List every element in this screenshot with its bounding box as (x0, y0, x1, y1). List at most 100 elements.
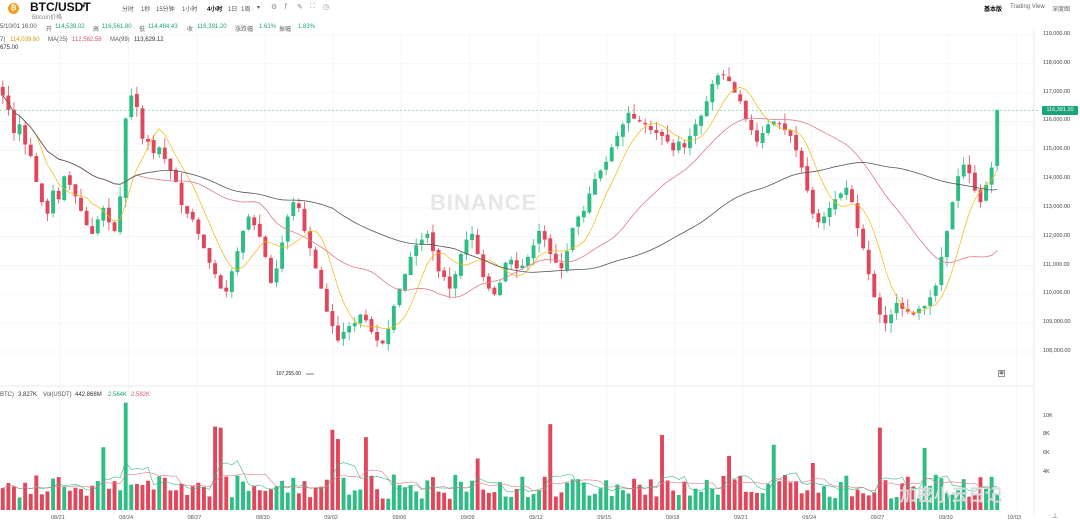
volume-bar (229, 497, 234, 510)
ohlc-open: 114,539.02 (55, 24, 85, 30)
candle-body (285, 216, 290, 242)
candle-body (425, 233, 430, 238)
candle-body (56, 190, 61, 200)
clock-icon[interactable]: ◷ (323, 4, 330, 11)
candle-body (872, 273, 877, 298)
candle-body (274, 268, 279, 283)
volume-bar (805, 490, 810, 510)
interval-tab-1h[interactable]: 1小时 (182, 7, 198, 13)
tab-basic[interactable]: 基本版 (984, 7, 1003, 13)
candle-body (984, 184, 988, 201)
volume-bar (637, 484, 642, 510)
symbol-dropdown-caret-icon[interactable]: ▾ (82, 3, 86, 10)
candle-body (671, 142, 676, 151)
volume-bar (296, 493, 301, 510)
volume-bar (531, 494, 536, 510)
volume-bar (766, 483, 771, 510)
drawing-icon[interactable]: ✎ (297, 4, 303, 11)
indicator-icon[interactable]: ƒ (284, 3, 288, 10)
candle-body (363, 314, 368, 321)
volume-bar (956, 490, 961, 510)
interval-tab-1s[interactable]: 1秒 (141, 7, 151, 13)
candle-body (794, 135, 799, 151)
candle-body (380, 340, 385, 344)
current-price-tag: 116,391.20 (1042, 106, 1078, 115)
volume-bar (263, 490, 268, 510)
volume-bar (179, 483, 184, 510)
date-tick-label: 09/18 (665, 515, 680, 521)
interval-tab-time[interactable]: 分时 (122, 7, 135, 13)
symbol-title[interactable]: BTC/USDT (30, 0, 91, 14)
volume-bar (648, 479, 653, 510)
bitcoin-coin-icon: ₿ (8, 3, 19, 14)
volume-bar (425, 480, 430, 510)
candle-body (291, 202, 296, 217)
candle-body (168, 158, 173, 171)
candle-body (637, 120, 642, 122)
candle-body (738, 94, 743, 102)
candle-body (939, 256, 944, 286)
symbol-subtitle: Bitcoin价格 (32, 15, 63, 21)
volume-bar (732, 479, 737, 510)
alert-icon[interactable]: ▣ (998, 370, 1005, 377)
candle-body (447, 276, 452, 289)
candle-body (34, 156, 39, 182)
fullscreen-icon[interactable]: ⛶ (310, 3, 315, 10)
volume-bar (6, 482, 11, 510)
volume-bar (458, 481, 463, 510)
candle-body (403, 274, 407, 290)
volume-bar (73, 487, 78, 510)
tab-tradingview[interactable]: Trading View (1010, 4, 1045, 10)
low-price-marker: 107,255.00 (276, 371, 302, 377)
interval-more-icon[interactable]: ▾ (257, 5, 261, 11)
interval-tab-1d[interactable]: 1日 (228, 7, 238, 13)
date-tick-label: 09/21 (734, 515, 748, 521)
volume-tick-label: 10K (1043, 412, 1053, 419)
volume-bar (403, 487, 407, 510)
volume-bar (436, 491, 441, 510)
settings-icon[interactable]: ⚙ (271, 4, 278, 11)
left-axis-value: 675.00 (0, 45, 19, 51)
interval-tab-4h[interactable]: 4小时 (207, 7, 223, 13)
interval-tab-15m[interactable]: 15分钟 (156, 7, 175, 13)
candle-body (106, 207, 111, 223)
scroll-to-latest-icon[interactable]: ⊥ (1052, 513, 1059, 520)
volume-bar (475, 458, 480, 510)
candle-body (816, 213, 821, 223)
volume-bar (380, 498, 385, 510)
candle-body (581, 210, 586, 218)
volume-bar (201, 486, 206, 510)
tab-depth[interactable]: 深度图 (1052, 7, 1071, 13)
candle-body (358, 314, 363, 324)
volume-bar (146, 480, 150, 510)
ma25-value: 112,582.58 (72, 37, 102, 43)
volume-bar (414, 491, 419, 510)
date-tick-label: 09/30 (938, 515, 953, 521)
volume-bar (643, 494, 648, 510)
candle-body (0, 86, 5, 96)
candle-body (503, 262, 508, 282)
volume-bar (79, 488, 83, 510)
volume-bar (324, 479, 329, 510)
volume-bar (207, 496, 212, 510)
volume-bar (17, 497, 22, 510)
ma7-line (2, 86, 998, 330)
candle-body (889, 314, 894, 324)
volume-bar (665, 480, 670, 510)
ohlc-amp: 1.83% (298, 24, 316, 30)
volume-bar (151, 489, 156, 510)
candle-body (525, 256, 530, 266)
volume-bar (308, 497, 313, 510)
price-tick-label: 108,000.00 (1043, 348, 1071, 354)
candle-body (419, 239, 424, 245)
interval-tab-1w[interactable]: 1周 (241, 7, 251, 13)
candle-body (118, 196, 123, 233)
volume-bar (408, 485, 413, 510)
volume-bar (274, 486, 279, 510)
ma-prefix: 7) (0, 37, 6, 43)
volume-bar (246, 490, 251, 510)
volume-ma1: 2.564K (108, 392, 128, 398)
volume-bar (727, 455, 732, 510)
candle-body (950, 202, 955, 230)
